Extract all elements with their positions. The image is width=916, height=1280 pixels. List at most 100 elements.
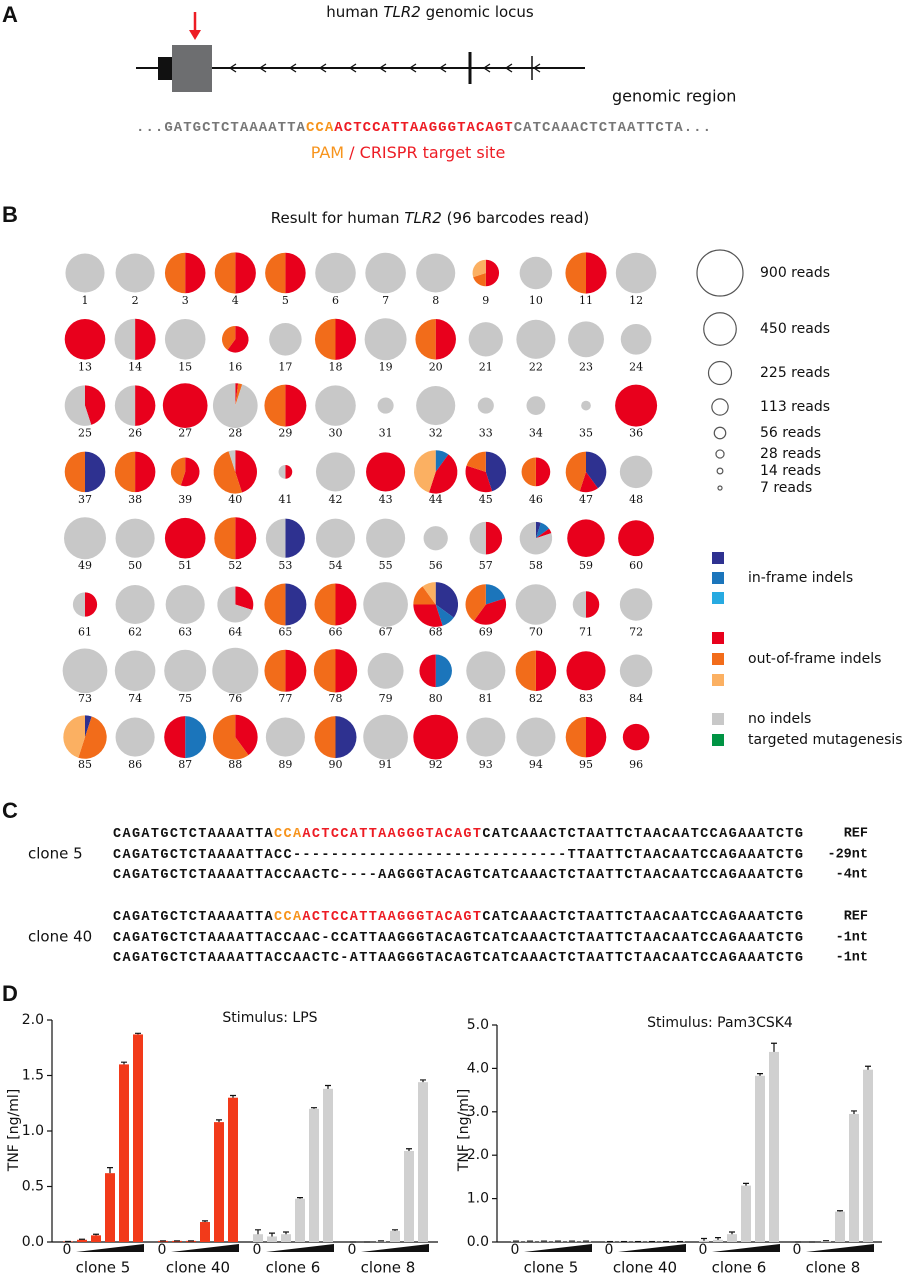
pie-label: 50 xyxy=(128,559,142,572)
pie-label: 74 xyxy=(128,692,142,705)
pie-slice xyxy=(114,385,136,426)
pie-label: 45 xyxy=(479,493,493,506)
y-tick-label: 0.0 xyxy=(22,1234,44,1250)
pie-label: 92 xyxy=(429,758,443,771)
alignment-tag: -4nt xyxy=(836,868,868,883)
pie-slice xyxy=(473,598,507,625)
size-legend-label: 450 reads xyxy=(760,321,830,337)
genomic-sequence-part: CCA xyxy=(306,120,334,136)
pie-slice xyxy=(535,650,557,692)
locus-title: human TLR2 genomic locus xyxy=(326,3,534,21)
bar xyxy=(863,1069,873,1242)
pie-label: 60 xyxy=(629,559,643,572)
bar xyxy=(323,1088,333,1242)
pie-label: 77 xyxy=(278,692,292,705)
pie-slice xyxy=(365,252,406,294)
pie-label: 35 xyxy=(579,427,593,440)
pie-label: 58 xyxy=(529,559,543,572)
bar xyxy=(849,1113,859,1242)
panel-label: C xyxy=(2,798,18,823)
y-tick-label: 2.0 xyxy=(22,1012,44,1028)
aligned-sequence: CAGATGCTCTAAAATTACCAAC-CCATTAAGGGTACAGTC… xyxy=(113,931,803,946)
pie-label: 13 xyxy=(78,360,92,373)
pie-slice xyxy=(235,252,256,294)
site-label: PAM / CRISPR target site xyxy=(311,143,506,162)
pie-slice xyxy=(214,517,236,560)
error-bar xyxy=(107,1167,113,1174)
aligned-sequence: CAGATGCTCTAAAATTACC---------------------… xyxy=(113,848,803,863)
alignment-tag: REF xyxy=(844,827,868,842)
pie-label: 49 xyxy=(78,559,92,572)
pie-slice xyxy=(485,584,506,605)
aligned-sequence: CAGATGCTCTAAAATTACCAACTC----AAGGGTACAGTC… xyxy=(113,868,803,883)
locus-title-part: genomic locus xyxy=(421,3,534,21)
pie-label: 8 xyxy=(432,294,439,307)
pie-slice xyxy=(85,451,106,493)
pie-slice xyxy=(535,528,552,539)
error-bar xyxy=(121,1061,127,1065)
legend-swatch xyxy=(712,674,724,686)
panel-label: B xyxy=(2,202,18,227)
pie-slice xyxy=(364,318,407,361)
size-legend-label: 900 reads xyxy=(760,265,830,281)
pie-slice xyxy=(366,518,406,558)
pie-slice xyxy=(377,397,394,414)
pie-label: 15 xyxy=(178,360,192,373)
pie-slice xyxy=(567,519,605,557)
aligned-sequence-part: CATCAAACTCTAATTCTAACAATCCAGAAATCTG xyxy=(482,827,803,842)
alignment-tag: -1nt xyxy=(836,931,868,946)
pie-slice xyxy=(115,717,155,757)
pie-grid-title: Result for human TLR2 (96 barcodes read) xyxy=(271,209,590,227)
pie-slice xyxy=(521,457,536,487)
pie-label: 33 xyxy=(479,427,493,440)
pie-label: 53 xyxy=(278,559,292,572)
aligned-sequence-part: CAGATGCTCTAAAATTACC---------------------… xyxy=(113,848,803,863)
pie-slice xyxy=(335,716,357,759)
dose-ramp xyxy=(171,1244,239,1252)
pie-slice xyxy=(367,652,404,689)
aligned-sequence: CAGATGCTCTAAAATTACCAACTC-ATTAAGGGTACAGTC… xyxy=(113,951,803,966)
group-label: clone 8 xyxy=(361,1259,416,1277)
dose-ramp xyxy=(266,1244,334,1252)
genomic-sequence-part: CATCAAACTCTAATTCTA... xyxy=(514,120,711,136)
pie-label: 51 xyxy=(178,559,192,572)
y-tick-label: 4.0 xyxy=(467,1060,489,1076)
pie-slice xyxy=(235,383,243,406)
pie-grid-title-part: TLR2 xyxy=(404,209,442,227)
size-legend-circle xyxy=(707,360,733,386)
alignment-tag: REF xyxy=(844,910,868,925)
pie-slice xyxy=(115,518,155,558)
pie-label: 31 xyxy=(379,427,393,440)
bar xyxy=(267,1236,277,1242)
pie-label: 57 xyxy=(479,559,493,572)
pie-slice xyxy=(63,715,85,758)
pie-label: 3 xyxy=(182,294,189,307)
pie-label: 19 xyxy=(379,360,393,373)
pie-slice xyxy=(566,651,606,691)
pie-slice xyxy=(264,384,286,427)
pie-label: 61 xyxy=(78,626,92,639)
bar xyxy=(228,1097,238,1242)
genomic-sequence-part: ACTCCATTAAGGGTACAGT xyxy=(334,120,512,136)
error-bar xyxy=(420,1079,426,1083)
error-bar xyxy=(715,1237,721,1240)
pie-label: 12 xyxy=(629,294,643,307)
pie-label: 55 xyxy=(379,559,393,572)
group-label: clone 5 xyxy=(76,1259,131,1277)
pie-slice xyxy=(565,716,586,758)
pie-slice xyxy=(235,517,257,560)
pie-slice xyxy=(468,322,503,357)
error-bar xyxy=(771,1042,777,1052)
size-legend-label: 113 reads xyxy=(760,399,830,415)
clone-name: clone 40 xyxy=(28,928,92,946)
pie-slice xyxy=(285,465,293,479)
pie-slice xyxy=(579,471,598,493)
y-tick-label: 1.0 xyxy=(467,1191,489,1207)
pie-slice xyxy=(180,457,200,487)
pie-slice xyxy=(62,648,108,694)
pie-slice xyxy=(335,583,357,626)
pie-slice xyxy=(619,588,653,621)
y-tick-label: 5.0 xyxy=(467,1017,489,1033)
dose-ramp xyxy=(361,1244,429,1252)
pie-slice xyxy=(586,252,607,294)
